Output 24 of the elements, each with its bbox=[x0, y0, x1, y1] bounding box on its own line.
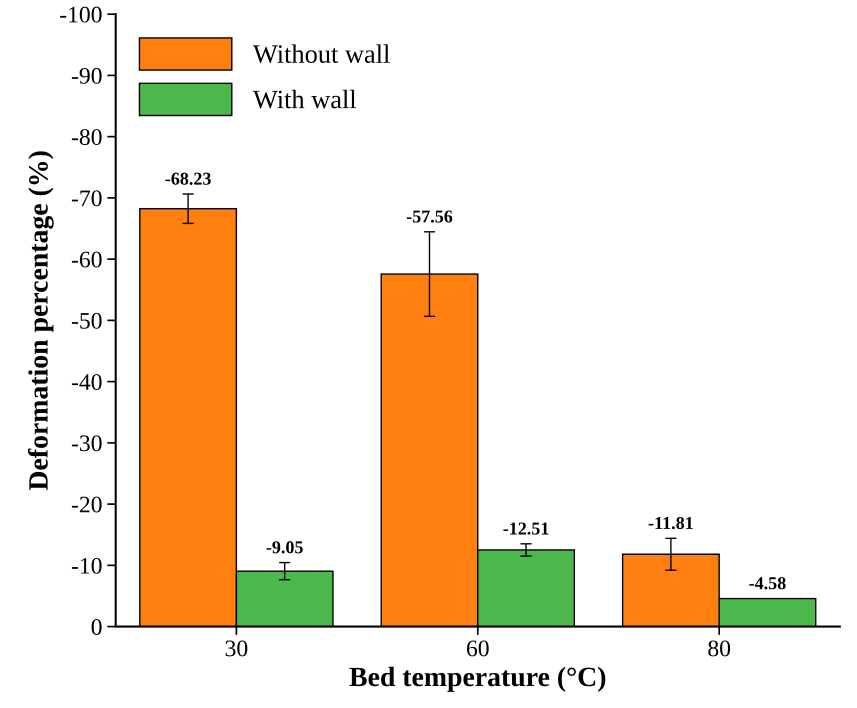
legend-label: With wall bbox=[252, 90, 356, 109]
legend-label: Without wall bbox=[252, 44, 390, 64]
data-label: -57.56 bbox=[406, 210, 452, 223]
y-tick-label: -30 bbox=[72, 435, 102, 452]
y-tick-label: -40 bbox=[72, 374, 102, 390]
y-tick-label: -100 bbox=[60, 6, 102, 23]
y-tick-label: -10 bbox=[72, 558, 102, 574]
y-tick-label: -50 bbox=[72, 312, 102, 329]
data-label: -9.05 bbox=[266, 541, 303, 554]
y-tick-label: -20 bbox=[72, 496, 102, 513]
data-label: -68.23 bbox=[165, 172, 211, 185]
y-tick-label: 0 bbox=[92, 619, 102, 636]
data-label: -11.81 bbox=[648, 516, 693, 530]
y-tick-label: -80 bbox=[72, 129, 102, 146]
x-tick-label: 30 bbox=[226, 640, 248, 656]
y-axis-title: Deformation percentage (%) bbox=[28, 151, 54, 490]
data-label: -12.51 bbox=[503, 522, 548, 535]
x-axis-title: Bed temperature (°C) bbox=[350, 666, 606, 692]
x-tick-label: 60 bbox=[466, 640, 489, 656]
y-tick-label: -90 bbox=[72, 68, 102, 84]
x-tick-label: 80 bbox=[708, 640, 730, 656]
y-tick-label: -60 bbox=[72, 252, 102, 268]
y-tick-label: -70 bbox=[72, 190, 102, 206]
data-label: -4.58 bbox=[749, 577, 786, 590]
